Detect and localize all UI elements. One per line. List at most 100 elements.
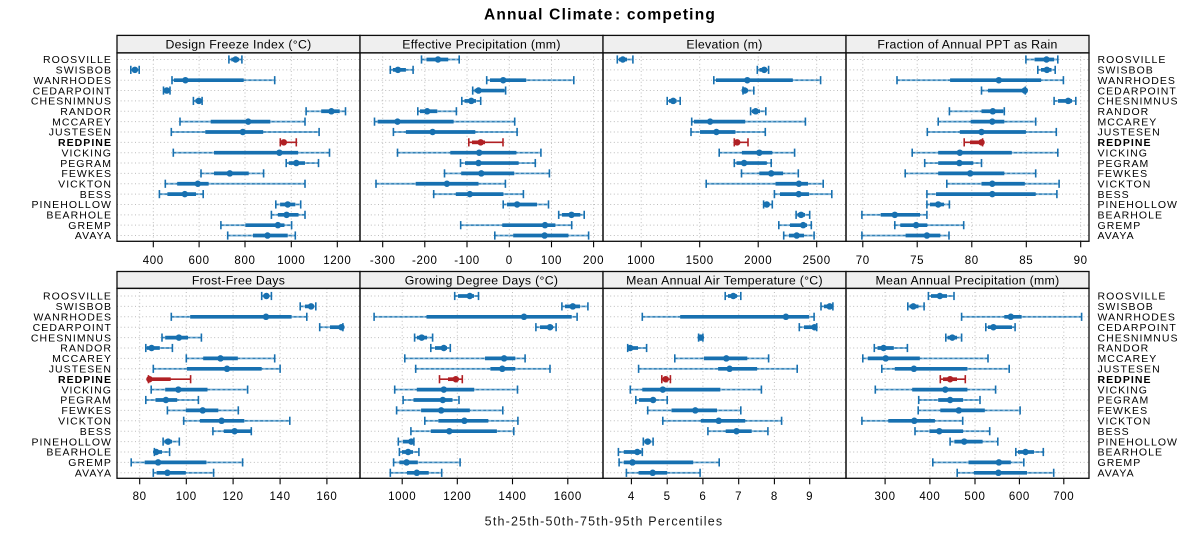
svg-text:300: 300 [875, 491, 896, 503]
svg-text:600: 600 [189, 255, 210, 267]
svg-text:BESS: BESS [1098, 189, 1130, 201]
svg-text:GREMP: GREMP [1098, 220, 1142, 232]
svg-text:1000: 1000 [388, 491, 416, 503]
svg-text:PINEHOLLOW: PINEHOLLOW [31, 199, 112, 211]
svg-text:2500: 2500 [803, 255, 831, 267]
svg-text:1500: 1500 [686, 255, 714, 267]
svg-text:AVAYA: AVAYA [75, 468, 112, 480]
svg-text:AVAYA: AVAYA [1098, 468, 1135, 480]
svg-text:PEGRAM: PEGRAM [1098, 158, 1150, 170]
svg-text:CHESNIMNUS: CHESNIMNUS [31, 332, 112, 344]
svg-text:PEGRAM: PEGRAM [60, 158, 112, 170]
svg-text:Design Freeze Index (°C): Design Freeze Index (°C) [165, 37, 311, 51]
svg-text:SWISBOB: SWISBOB [1098, 65, 1154, 77]
svg-text:Mean Annual Precipitation (mm): Mean Annual Precipitation (mm) [876, 273, 1060, 287]
svg-text:600: 600 [1009, 491, 1030, 503]
svg-text:200: 200 [583, 255, 604, 267]
svg-text:100: 100 [541, 255, 562, 267]
svg-text:ROOSVILLE: ROOSVILLE [1098, 291, 1167, 303]
svg-text:2000: 2000 [744, 255, 772, 267]
svg-text:AVAYA: AVAYA [1098, 230, 1135, 242]
svg-text:90: 90 [1074, 255, 1088, 267]
svg-text:75: 75 [910, 255, 924, 267]
svg-text:80: 80 [133, 491, 147, 503]
svg-text:BEARHOLE: BEARHOLE [1098, 210, 1164, 222]
svg-text:PINEHOLLOW: PINEHOLLOW [1098, 436, 1179, 448]
svg-text:1200: 1200 [323, 255, 351, 267]
svg-text:1000: 1000 [627, 255, 655, 267]
svg-text:Fraction of Annual PPT as Rain: Fraction of Annual PPT as Rain [877, 37, 1057, 51]
svg-text:1400: 1400 [498, 491, 526, 503]
svg-text:5th-25th-50th-75th-95th Percen: 5th-25th-50th-75th-95th Percentiles [485, 515, 724, 529]
svg-text:1200: 1200 [443, 491, 471, 503]
svg-text:VICKTON: VICKTON [1098, 178, 1152, 190]
svg-text:700: 700 [1053, 491, 1074, 503]
svg-text:BESS: BESS [80, 189, 112, 201]
svg-text:Growing Degree Days (°C): Growing Degree Days (°C) [405, 273, 559, 287]
svg-text:VICKTON: VICKTON [58, 178, 112, 190]
svg-text:CHESNIMNUS: CHESNIMNUS [1098, 96, 1179, 108]
svg-text:-300: -300 [370, 255, 396, 267]
svg-text:PINEHOLLOW: PINEHOLLOW [1098, 199, 1179, 211]
svg-text:Effective Precipitation (mm): Effective Precipitation (mm) [402, 37, 561, 51]
svg-text:GREMP: GREMP [68, 220, 112, 232]
svg-text:120: 120 [223, 491, 244, 503]
svg-text:CEDARPOINT: CEDARPOINT [1098, 85, 1177, 97]
svg-text:4: 4 [628, 491, 635, 503]
svg-text:WANRHODES: WANRHODES [1098, 75, 1176, 87]
svg-text:70: 70 [856, 255, 870, 267]
svg-text:RANDOR: RANDOR [1098, 106, 1150, 118]
svg-text:Annual Climate: competing: Annual Climate: competing [484, 7, 716, 24]
svg-text:Mean Annual Air Temperature (°: Mean Annual Air Temperature (°C) [626, 273, 823, 287]
svg-text:FEWKES: FEWKES [61, 168, 112, 180]
svg-text:MCCAREY: MCCAREY [52, 116, 112, 128]
svg-text:JUSTESEN: JUSTESEN [49, 364, 112, 376]
svg-text:Elevation (m): Elevation (m) [686, 37, 762, 51]
svg-text:PINEHOLLOW: PINEHOLLOW [31, 436, 112, 448]
svg-text:SWISBOB: SWISBOB [56, 301, 112, 313]
svg-text:800: 800 [234, 255, 255, 267]
svg-text:VICKTON: VICKTON [58, 416, 112, 428]
svg-text:JUSTESEN: JUSTESEN [1098, 127, 1161, 139]
svg-text:RANDOR: RANDOR [60, 343, 112, 355]
svg-text:RANDOR: RANDOR [1098, 343, 1150, 355]
svg-text:ROOSVILLE: ROOSVILLE [43, 291, 112, 303]
svg-text:FEWKES: FEWKES [1098, 168, 1149, 180]
svg-text:-100: -100 [454, 255, 480, 267]
svg-text:BESS: BESS [1098, 426, 1130, 438]
svg-text:-200: -200 [412, 255, 438, 267]
svg-text:GREMP: GREMP [1098, 457, 1142, 469]
svg-text:BEARHOLE: BEARHOLE [46, 210, 112, 222]
svg-text:WANRHODES: WANRHODES [1098, 312, 1176, 324]
svg-text:100: 100 [176, 491, 197, 503]
svg-text:REDPINE: REDPINE [58, 374, 112, 386]
svg-text:500: 500 [964, 491, 985, 503]
svg-text:1000: 1000 [277, 255, 305, 267]
svg-text:MCCAREY: MCCAREY [1098, 116, 1158, 128]
svg-text:VICKTON: VICKTON [1098, 416, 1152, 428]
svg-text:VICKING: VICKING [61, 384, 112, 396]
svg-text:BEARHOLE: BEARHOLE [46, 447, 112, 459]
svg-text:REDPINE: REDPINE [1098, 137, 1152, 149]
svg-text:400: 400 [919, 491, 940, 503]
svg-text:0: 0 [506, 255, 513, 267]
svg-text:8: 8 [771, 491, 778, 503]
svg-text:5: 5 [664, 491, 671, 503]
svg-text:RANDOR: RANDOR [60, 106, 112, 118]
svg-text:REDPINE: REDPINE [58, 137, 112, 149]
svg-text:ROOSVILLE: ROOSVILLE [1098, 54, 1167, 66]
svg-text:SWISBOB: SWISBOB [1098, 301, 1154, 313]
svg-text:1600: 1600 [554, 491, 582, 503]
svg-text:PEGRAM: PEGRAM [60, 395, 112, 407]
svg-text:SWISBOB: SWISBOB [56, 65, 112, 77]
svg-text:CEDARPOINT: CEDARPOINT [1098, 322, 1177, 334]
svg-text:AVAYA: AVAYA [75, 230, 112, 242]
svg-text:Frost-Free Days: Frost-Free Days [192, 273, 285, 287]
svg-text:CHESNIMNUS: CHESNIMNUS [31, 96, 112, 108]
svg-text:FEWKES: FEWKES [1098, 405, 1149, 417]
svg-text:VICKING: VICKING [61, 147, 112, 159]
svg-text:400: 400 [143, 255, 164, 267]
svg-text:WANRHODES: WANRHODES [34, 75, 112, 87]
svg-text:BEARHOLE: BEARHOLE [1098, 447, 1164, 459]
svg-text:FEWKES: FEWKES [61, 405, 112, 417]
